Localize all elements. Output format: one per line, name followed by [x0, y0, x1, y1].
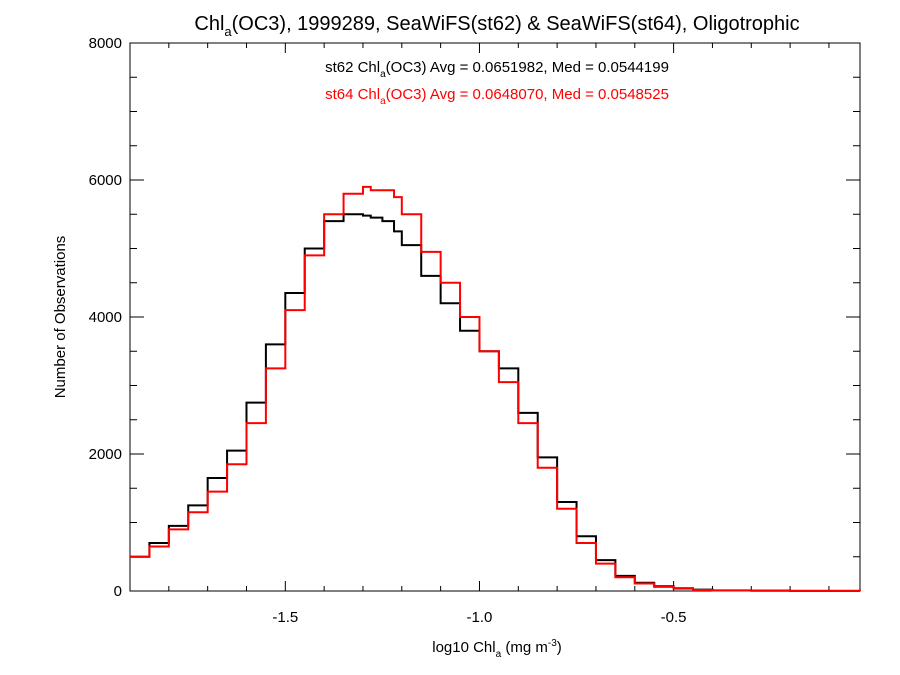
- y-tick-label: 6000: [89, 172, 122, 189]
- y-tick-label: 8000: [89, 35, 122, 52]
- x-tick-label: -1.5: [272, 609, 298, 626]
- y-axis-label: Number of Observations: [52, 236, 69, 399]
- x-axis-label: log10 Chla (mg m-3): [432, 638, 562, 660]
- annotation-st64-part-2: (OC3) Avg = 0.0648070, Med = 0.0548525: [386, 86, 669, 103]
- series-line-st64: [130, 185, 861, 592]
- annotation-st62-subscript: a: [380, 69, 386, 80]
- x-tick-label: -1.0: [467, 609, 493, 626]
- annotation-st64-part-1: st64 Chl: [325, 86, 380, 103]
- chart-title-part-1: Chl: [194, 13, 224, 35]
- annotation-st64-subscript: a: [380, 96, 386, 107]
- x-axis-label-superscript: -3: [548, 638, 557, 649]
- x-axis-label-part-1: log10 Chl: [432, 639, 495, 656]
- axes: -1.5 -1.0 -0.5 0 2000 4000 6000 8000: [89, 35, 860, 626]
- chart-title-subscript: a: [224, 24, 232, 39]
- annotation-st62-part-1: st62 Chl: [325, 59, 380, 76]
- x-axis-label-subscript: a: [496, 649, 502, 660]
- series-group: [130, 185, 861, 592]
- chart-title: Chla(OC3), 1999289, SeaWiFS(st62) & SeaW…: [194, 13, 799, 39]
- x-tick-label: -0.5: [661, 609, 687, 626]
- x-axis-label-part-2: (mg m: [501, 639, 548, 656]
- annotation-st62-part-2: (OC3) Avg = 0.0651982, Med = 0.0544199: [386, 59, 669, 76]
- y-tick-label: 2000: [89, 446, 122, 463]
- chart-title-part-2: (OC3), 1999289, SeaWiFS(st62) & SeaWiFS(…: [232, 13, 800, 35]
- y-tick-label: 4000: [89, 309, 122, 326]
- y-tick-label: 0: [114, 583, 122, 600]
- annotation-st64: st64 Chla(OC3) Avg = 0.0648070, Med = 0.…: [325, 86, 669, 107]
- x-axis-label-part-3: ): [557, 639, 562, 656]
- annotation-st62: st62 Chla(OC3) Avg = 0.0651982, Med = 0.…: [325, 59, 669, 80]
